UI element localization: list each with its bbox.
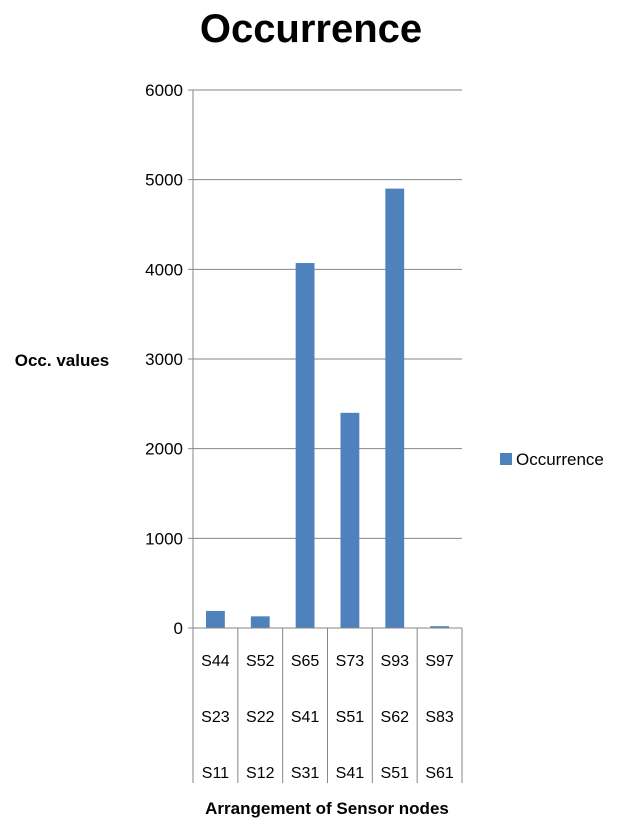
y-tick-label: 6000 [145, 81, 183, 100]
y-tick-label: 2000 [145, 440, 183, 459]
gridlines [188, 89, 462, 629]
x-tick-labels: S44 S23 S11 S52 S22 S12 S65 S41 S31 S73 S51 S41 S93 S… [201, 653, 454, 782]
y-tick-label: 4000 [145, 260, 183, 279]
x-tick-label: S41 [291, 709, 320, 726]
x-tick-label: S65 [291, 653, 320, 670]
x-tick-label: S11 [202, 765, 229, 782]
legend: Occurrence [500, 450, 604, 469]
legend-swatch [500, 453, 512, 465]
y-axis-label: Occ. values [15, 351, 110, 370]
y-tick-label: 1000 [145, 529, 183, 548]
chart-title: Occurrence [200, 7, 422, 51]
axes [192, 90, 463, 783]
x-tick-label: S31 [291, 765, 320, 782]
y-tick-label: 3000 [145, 350, 183, 369]
x-tick-label: S44 [201, 653, 230, 670]
x-tick-label: S22 [246, 709, 275, 726]
x-tick-label: S12 [246, 765, 275, 782]
x-tick-label: S61 [425, 765, 454, 782]
x-tick-label: S93 [381, 653, 410, 670]
x-tick-label: S62 [381, 709, 410, 726]
bar [385, 188, 405, 628]
x-tick-label: S52 [246, 653, 275, 670]
x-tick-label: S41 [336, 765, 365, 782]
x-tick-label: S51 [381, 765, 410, 782]
x-tick-label: S83 [425, 709, 454, 726]
bars [206, 188, 449, 628]
bar [206, 610, 225, 628]
x-axis-label: Arrangement of Sensor nodes [205, 799, 449, 818]
bar [430, 626, 449, 628]
legend-label: Occurrence [516, 450, 604, 469]
y-tick-label: 0 [174, 619, 183, 638]
y-tick-label: 5000 [145, 171, 183, 190]
bar [340, 412, 360, 628]
x-tick-label: S73 [336, 653, 365, 670]
x-tick-label: S97 [425, 653, 454, 670]
y-tick-labels: 0 1000 2000 3000 4000 5000 6000 [145, 81, 183, 638]
bar [295, 263, 315, 628]
bar [250, 616, 270, 628]
x-tick-label: S51 [336, 709, 365, 726]
x-tick-label: S23 [201, 709, 230, 726]
